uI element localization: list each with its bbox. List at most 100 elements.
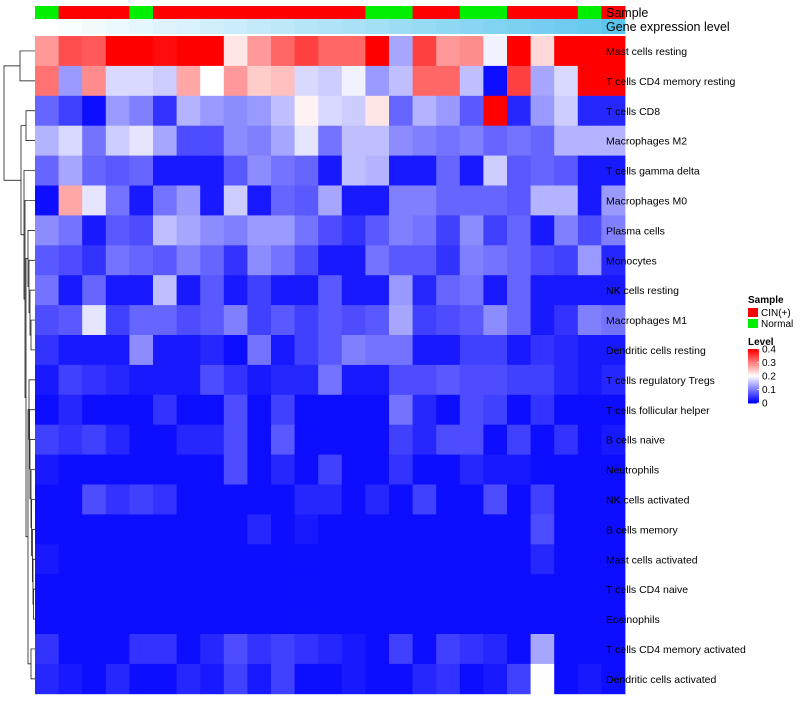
expression-annotation-cell (223, 19, 248, 34)
heatmap-cell (129, 155, 154, 186)
heatmap-cell (530, 215, 555, 246)
heatmap-cell (82, 663, 107, 695)
heatmap-cell (247, 484, 272, 515)
heatmap-cell (577, 245, 602, 276)
heatmap-cell (389, 245, 413, 276)
heatmap-cell (341, 574, 366, 605)
heatmap-cell (271, 65, 295, 97)
heatmap-cell (153, 65, 177, 97)
heatmap-cell (389, 335, 413, 366)
heatmap-cell (577, 634, 602, 665)
heatmap-cell (176, 305, 201, 336)
heatmap-cell (577, 574, 602, 605)
legend-gradient-slice (748, 377, 759, 380)
heatmap-cell (200, 95, 225, 127)
heatmap-cell (58, 305, 83, 336)
row-label: Plasma cells (606, 225, 665, 237)
heatmap-cell (365, 65, 390, 97)
heatmap-cell (577, 95, 602, 127)
heatmap-cell (577, 305, 602, 336)
heatmap-cell (153, 574, 177, 605)
legend-swatch (748, 319, 758, 328)
heatmap-cell (129, 305, 154, 336)
expression-annotation-cell (530, 19, 555, 34)
heatmap-cell (318, 335, 343, 366)
heatmap-cell (341, 215, 366, 246)
heatmap-cell (129, 275, 154, 306)
heatmap-cell (365, 634, 390, 665)
legend-tick-label: 0.4 (762, 345, 776, 356)
heatmap-cell (601, 514, 626, 545)
heatmap-cell (129, 215, 154, 246)
legend-gradient-slice (748, 373, 759, 376)
heatmap-cell (436, 335, 461, 366)
heatmap-cell (459, 484, 484, 515)
heatmap-cell (129, 634, 154, 665)
heatmap-cell (247, 574, 272, 605)
heatmap-cell (554, 215, 579, 246)
heatmap-cell (459, 424, 484, 455)
heatmap-cell (483, 95, 508, 127)
heatmap-cell (341, 245, 366, 276)
expression-annotation-cell (82, 19, 107, 34)
heatmap-cell (105, 275, 130, 306)
heatmap-cell (153, 305, 177, 336)
heatmap-cell (318, 604, 343, 635)
heatmap-cell (247, 544, 272, 575)
heatmap-cell (483, 394, 508, 426)
heatmap-cell (530, 36, 555, 67)
heatmap-cell (35, 155, 59, 186)
heatmap-cell (247, 364, 272, 396)
legend-sample-label: CIN(+) (761, 308, 791, 319)
legend-gradient-slice (748, 354, 759, 357)
heatmap-cell (271, 484, 295, 515)
heatmap-cell (554, 514, 579, 545)
heatmap-cell (577, 424, 602, 455)
heatmap-cell (200, 155, 225, 186)
heatmap-cell (554, 424, 579, 455)
heatmap-cell (318, 574, 343, 605)
heatmap-cell (105, 125, 130, 156)
heatmap-cell (58, 484, 83, 515)
heatmap-cell (318, 484, 343, 515)
heatmap-cell (341, 663, 366, 695)
heatmap-cell (58, 215, 83, 246)
heatmap-cell (507, 215, 531, 246)
heatmap-cell (436, 663, 461, 695)
heatmap-cell (365, 155, 390, 186)
heatmap-cell (389, 424, 413, 455)
sample-annotation-cell (318, 6, 343, 19)
legend-gradient-slice (748, 394, 759, 397)
row-label: Macrophages M1 (606, 315, 687, 327)
expression-annotation-cell (601, 19, 626, 34)
heatmap-cell (554, 454, 579, 485)
heatmap-cell (341, 514, 366, 545)
heatmap-cell (247, 394, 272, 426)
heatmap-cell (176, 514, 201, 545)
row-label: Neutrophils (606, 465, 659, 477)
heatmap-cell (35, 574, 59, 605)
heatmap-cell (58, 275, 83, 306)
row-label: Dendritic cells resting (606, 345, 706, 357)
heatmap-cell (459, 95, 484, 127)
row-label: T cells gamma delta (606, 166, 700, 178)
heatmap-cell (82, 95, 107, 127)
heatmap-cell (577, 125, 602, 156)
heatmap-cell (459, 65, 484, 97)
heatmap-cell (507, 394, 531, 426)
heatmap-cell (318, 36, 343, 67)
heatmap-cell (247, 185, 272, 216)
heatmap-cell (507, 95, 531, 127)
heatmap-cell (459, 185, 484, 216)
heatmap-cell (601, 394, 626, 426)
heatmap-cell (271, 394, 295, 426)
heatmap-cell (82, 604, 107, 635)
heatmap-cell (483, 484, 508, 515)
heatmap-cell (223, 185, 248, 216)
heatmap-cell (341, 424, 366, 455)
heatmap-cell (318, 424, 343, 455)
heatmap-cell (223, 305, 248, 336)
heatmap-cell (105, 634, 130, 665)
heatmap-cell (530, 394, 555, 426)
